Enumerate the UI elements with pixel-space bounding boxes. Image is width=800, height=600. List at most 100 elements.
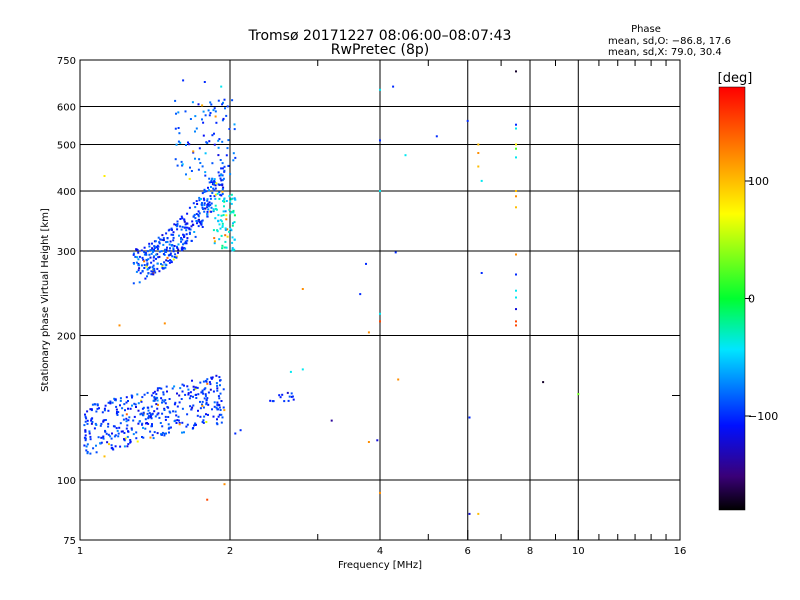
scatter-point	[466, 119, 469, 122]
scatter-point	[152, 437, 155, 440]
scatter-point	[231, 197, 234, 200]
scatter-point	[216, 423, 219, 426]
scatter-point	[189, 166, 191, 169]
scatter-point	[165, 249, 168, 251]
scatter-point	[115, 412, 118, 415]
scatter-point	[154, 246, 157, 249]
scatter-point	[158, 255, 161, 258]
scatter-point	[162, 239, 165, 242]
scatter-point	[204, 393, 207, 396]
scatter-point	[221, 174, 224, 177]
y-tick-labels: 75 100 200 300 400 500 600 750	[57, 56, 90, 547]
scatter-point	[204, 387, 207, 390]
scatter-point	[150, 394, 153, 397]
scatter-point	[177, 415, 180, 418]
scatter-point	[94, 422, 97, 425]
scatter-point	[228, 208, 231, 211]
scatter-point	[227, 139, 230, 142]
scatter-point	[217, 408, 220, 411]
scatter-point	[137, 262, 140, 265]
scatter-point	[178, 394, 181, 397]
scatter-point	[146, 406, 149, 409]
scatter-point	[123, 432, 126, 434]
scatter-point	[283, 400, 286, 403]
x-tick-label: 2	[227, 546, 233, 557]
scatter-point	[192, 202, 195, 205]
scatter-point	[157, 256, 160, 259]
scatter-point	[86, 419, 89, 422]
scatter-point	[173, 420, 176, 423]
scatter-point	[133, 415, 136, 418]
scatter-point	[176, 392, 178, 395]
scatter-point	[163, 248, 166, 251]
scatter-point	[220, 220, 223, 223]
scatter-point	[159, 238, 162, 241]
scatter-point	[84, 437, 87, 440]
scatter-point	[190, 225, 193, 228]
scatter-point	[155, 393, 158, 396]
scatter-point	[229, 173, 232, 176]
scatter-point	[138, 420, 141, 423]
scatter-point	[164, 418, 167, 421]
scatter-point	[86, 443, 89, 446]
scatter-point	[134, 255, 137, 258]
scatter-point	[217, 154, 220, 157]
scatter-point	[156, 248, 159, 250]
scatter-point	[392, 85, 395, 88]
scatter-point	[175, 112, 177, 115]
scatter-point	[233, 197, 236, 200]
scatter-point	[160, 263, 162, 265]
scatter-point	[222, 117, 225, 120]
scatter-point	[199, 415, 202, 418]
scatter-point	[212, 209, 215, 212]
scatter-point	[230, 229, 233, 232]
scatter-point	[132, 433, 135, 436]
scatter-point	[231, 224, 234, 227]
scatter-point	[192, 215, 195, 218]
scatter-point	[190, 408, 193, 411]
scatter-point	[221, 167, 224, 170]
scatter-point	[221, 119, 224, 122]
scatter-point	[201, 226, 204, 228]
scatter-point	[143, 251, 146, 254]
scatter-point	[201, 389, 204, 392]
scatter-point	[157, 403, 159, 406]
scatter-point	[133, 402, 136, 405]
scatter-point	[208, 189, 210, 192]
scatter-point	[161, 401, 163, 404]
scatter-point	[191, 220, 194, 223]
scatter-point	[160, 387, 163, 390]
scatter-point	[181, 421, 184, 424]
scatter-point	[127, 419, 130, 422]
scatter-point	[213, 132, 215, 135]
scatter-point	[112, 448, 115, 451]
scatter-point	[122, 418, 125, 421]
scatter-point	[192, 385, 195, 388]
scatter-point	[172, 233, 175, 236]
scatter-point	[515, 206, 517, 209]
scatter-point	[201, 192, 204, 195]
scatter-point	[223, 205, 225, 208]
scatter-point	[233, 221, 236, 224]
scatter-point	[216, 230, 219, 233]
scatter-point	[216, 401, 219, 404]
scatter-point	[367, 441, 370, 443]
scatter-point	[188, 177, 191, 180]
scatter-point	[191, 101, 194, 104]
scatter-point	[161, 425, 164, 428]
scatter-point	[90, 418, 93, 421]
scatter-point	[181, 407, 184, 410]
scatter-point	[143, 393, 146, 396]
scatter-point	[194, 235, 197, 238]
scatter-point	[180, 238, 182, 241]
scatter-point	[211, 376, 214, 379]
scatter-point	[206, 378, 209, 381]
scatter-point	[125, 427, 128, 430]
scatter-point	[229, 212, 232, 215]
scatter-point	[189, 395, 192, 398]
scatter-point	[187, 393, 190, 396]
scatter-point	[104, 430, 107, 433]
x-tick-label: 6	[465, 546, 471, 557]
scatter-point	[177, 248, 180, 251]
scatter-point	[286, 391, 289, 394]
